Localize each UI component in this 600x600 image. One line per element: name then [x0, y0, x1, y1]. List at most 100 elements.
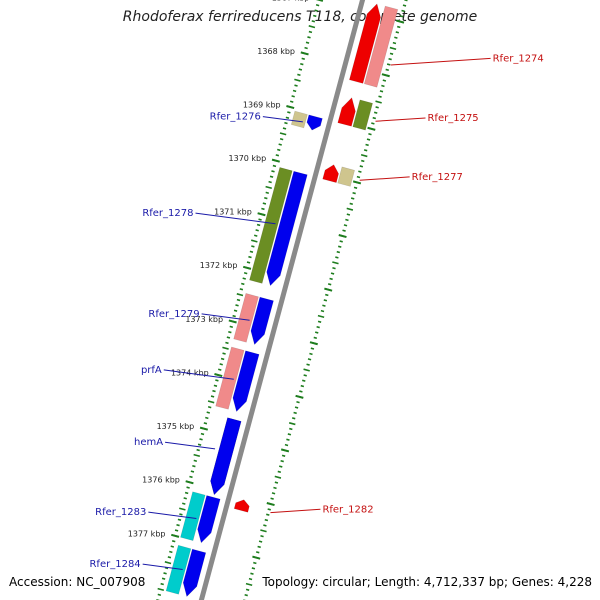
minor-tick — [219, 363, 223, 366]
minor-tick — [399, 15, 404, 18]
gene-label[interactable]: Rfer_1284 — [89, 559, 140, 570]
minor-tick — [307, 36, 311, 39]
minor-tick — [212, 389, 216, 393]
gene-feature[interactable] — [182, 548, 207, 598]
minor-tick — [207, 400, 215, 404]
gene-feature[interactable] — [337, 97, 356, 127]
minor-tick — [322, 304, 326, 307]
major-tick — [300, 51, 309, 56]
minor-tick — [297, 73, 301, 77]
minor-tick — [189, 475, 193, 479]
major-tick — [280, 448, 290, 453]
minor-tick — [184, 491, 189, 495]
minor-tick — [311, 20, 316, 23]
minor-tick — [177, 518, 182, 521]
gene-feature[interactable] — [233, 499, 250, 513]
major-tick — [381, 73, 390, 78]
label-leader-line — [142, 563, 183, 570]
major-tick — [367, 126, 376, 131]
minor-tick — [236, 293, 244, 297]
gene-label[interactable]: Rfer_1283 — [95, 507, 146, 518]
major-tick — [228, 319, 237, 324]
minor-tick — [363, 149, 368, 152]
minor-tick — [275, 154, 280, 157]
gene-feature[interactable] — [266, 170, 308, 287]
gene-feature[interactable] — [249, 167, 293, 284]
tick-label: 1372 kbp — [200, 261, 238, 270]
gene-label[interactable]: Rfer_1275 — [427, 113, 478, 124]
minor-tick — [256, 223, 261, 227]
minor-tick — [167, 556, 172, 559]
minor-tick — [303, 374, 307, 377]
minor-tick — [294, 78, 301, 82]
gene-feature[interactable] — [180, 491, 206, 541]
minor-tick — [225, 341, 229, 345]
gene-feature[interactable] — [322, 164, 339, 183]
gene-feature[interactable] — [250, 296, 274, 346]
minor-tick — [196, 448, 200, 452]
minor-tick — [274, 481, 279, 484]
minor-tick — [291, 95, 295, 98]
minor-tick — [218, 368, 222, 371]
minor-tick — [171, 540, 176, 543]
minor-tick — [186, 486, 190, 489]
gene-feature[interactable] — [290, 110, 308, 129]
minor-tick — [179, 513, 183, 516]
major-tick — [396, 19, 405, 24]
backbone-group — [198, 0, 366, 600]
minor-tick — [250, 239, 258, 243]
minor-tick — [346, 213, 351, 216]
gene-feature[interactable] — [363, 5, 399, 88]
gene-label[interactable]: prfA — [141, 365, 162, 376]
minor-tick — [163, 572, 167, 575]
tick-label: 1371 kbp — [214, 208, 252, 217]
gene-label[interactable]: Rfer_1279 — [148, 309, 199, 320]
gene-feature[interactable] — [306, 114, 323, 131]
gene-feature[interactable] — [165, 544, 192, 595]
gene-feature[interactable] — [337, 166, 355, 187]
gene-feature[interactable] — [232, 350, 260, 413]
gene-label[interactable]: hemA — [134, 437, 163, 448]
minor-tick — [335, 256, 339, 259]
minor-tick — [389, 46, 397, 51]
minor-tick — [274, 475, 282, 479]
minor-tick — [199, 438, 203, 441]
gene-feature[interactable] — [215, 346, 245, 410]
label-leader-line — [270, 508, 321, 514]
minor-tick — [309, 352, 313, 356]
tick-label: 1376 kbp — [142, 476, 180, 485]
minor-tick — [255, 229, 259, 232]
gene-feature[interactable] — [210, 417, 242, 496]
gene-feature[interactable] — [349, 3, 381, 84]
minor-tick — [385, 68, 389, 72]
minor-tick — [314, 331, 319, 334]
minor-tick — [248, 255, 252, 259]
minor-tick — [169, 550, 173, 554]
gene-label[interactable]: Rfer_1282 — [322, 504, 373, 515]
gene-feature[interactable] — [233, 293, 259, 343]
minor-tick — [241, 282, 245, 286]
feature-group — [165, 3, 399, 598]
minor-tick — [379, 90, 384, 93]
minor-tick — [368, 132, 372, 136]
gene-label[interactable]: Rfer_1276 — [210, 112, 261, 123]
gene-label[interactable]: Rfer_1278 — [142, 208, 193, 219]
minor-tick — [359, 165, 364, 168]
gene-feature[interactable] — [352, 99, 373, 131]
minor-tick — [346, 207, 354, 211]
minor-tick — [314, 9, 318, 12]
gene-label[interactable]: Rfer_1274 — [493, 53, 544, 64]
minor-tick — [300, 62, 304, 66]
minor-tick — [273, 486, 277, 490]
gene-feature[interactable] — [197, 495, 221, 544]
minor-tick — [244, 593, 248, 597]
minor-tick — [372, 116, 377, 120]
minor-tick — [268, 180, 272, 184]
major-tick — [171, 533, 180, 538]
label-leader-line — [262, 116, 303, 123]
gene-label[interactable]: Rfer_1277 — [412, 172, 463, 183]
minor-tick — [323, 299, 328, 302]
minor-tick — [332, 261, 339, 265]
minor-tick — [200, 432, 205, 436]
